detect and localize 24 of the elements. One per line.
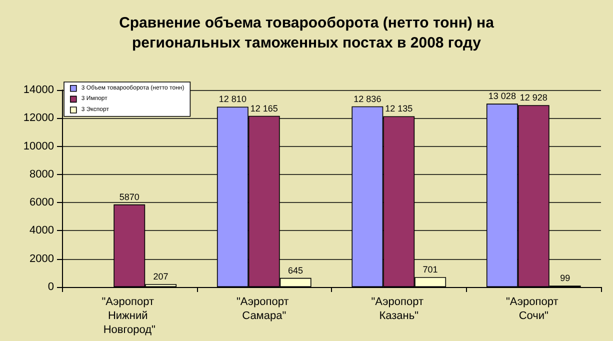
data-label: 5870 bbox=[119, 192, 140, 202]
data-label: 645 bbox=[288, 265, 304, 276]
chart-title: Сравнение объема товарооборота (нетто тонн) на региональных таможенных постах в 2008 году bbox=[119, 14, 495, 52]
data-label: 99 bbox=[560, 273, 570, 284]
y-tick-label: 6000 bbox=[30, 196, 54, 209]
x-tick-label: "Аэропорт Самара" bbox=[236, 296, 292, 322]
y-tick-label: 8000 bbox=[30, 168, 54, 180]
x-tick-label: "Аэропорт Сочи" bbox=[506, 296, 562, 322]
y-tick-label: 10000 bbox=[23, 140, 54, 152]
data-label: 12 135 bbox=[385, 104, 413, 114]
x-tick-label: "Аэропорт Казань" bbox=[371, 296, 427, 322]
y-tick-label: 12000 bbox=[23, 112, 54, 124]
y-tick-label: 2000 bbox=[30, 252, 54, 265]
data-label: 12 165 bbox=[250, 103, 278, 114]
x-tick-label: "Аэропорт Нижний Новгород" bbox=[102, 296, 158, 336]
data-label: 12 836 bbox=[354, 94, 382, 104]
data-label: 12 810 bbox=[218, 94, 246, 104]
y-tick-label: 4000 bbox=[30, 224, 54, 237]
y-tick-label: 14000 bbox=[23, 84, 54, 96]
data-label: 701 bbox=[422, 264, 438, 275]
data-label: 207 bbox=[153, 272, 168, 282]
data-label: 12 928 bbox=[520, 92, 548, 103]
data-label: 13 028 bbox=[488, 91, 516, 102]
y-tick-label: 0 bbox=[48, 281, 54, 293]
